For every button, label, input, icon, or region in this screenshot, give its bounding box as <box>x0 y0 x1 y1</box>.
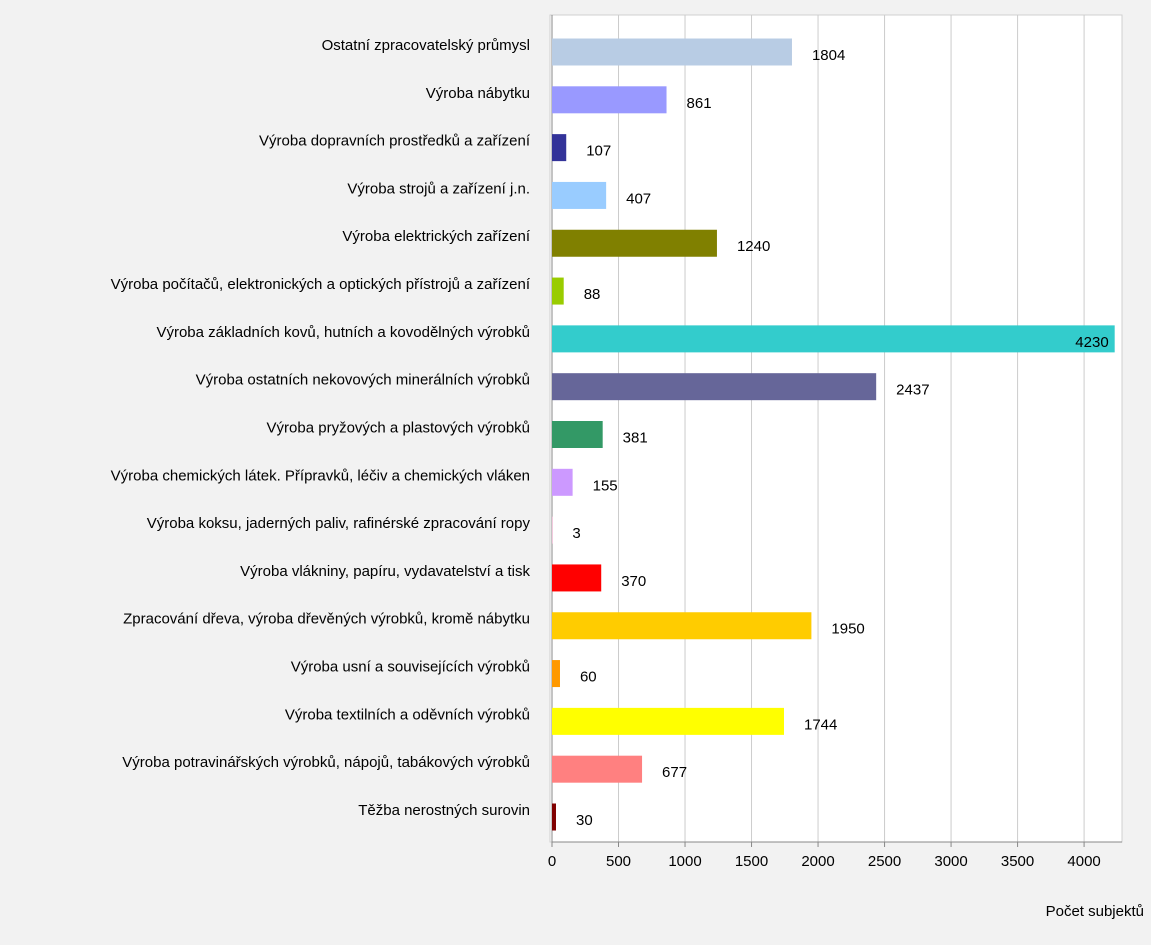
x-tick-label: 2000 <box>801 853 834 870</box>
bar <box>552 803 556 831</box>
value-label: 370 <box>621 573 646 590</box>
value-label: 1804 <box>812 47 845 64</box>
y-tick-label: Zpracování dřeva, výroba dřevěných výrob… <box>123 611 530 628</box>
y-tick-label: Výroba potravinářských výrobků, nápojů, … <box>122 754 530 771</box>
plot-area <box>549 14 1123 843</box>
value-label: 4230 <box>1075 334 1108 351</box>
value-label: 381 <box>623 429 648 446</box>
x-tick-label: 0 <box>548 853 556 870</box>
y-tick-label: Výroba pryžových a plastových výrobků <box>267 419 530 436</box>
y-tick-label: Výroba koksu, jaderných paliv, rafinérsk… <box>147 515 531 532</box>
x-tick-label: 3500 <box>1001 853 1034 870</box>
x-tick-label: 1000 <box>668 853 701 870</box>
y-tick-label: Výroba počítačů, elektronických a optick… <box>111 276 531 293</box>
bar <box>552 277 564 305</box>
bar <box>552 373 877 401</box>
value-label: 407 <box>626 190 651 207</box>
value-label: 2437 <box>896 382 929 399</box>
bar <box>552 229 717 257</box>
bar <box>552 707 784 735</box>
value-label: 155 <box>593 477 618 494</box>
y-tick-label: Výroba dopravních prostředků a zařízení <box>259 133 531 150</box>
y-tick-label: Výroba nábytku <box>426 85 530 102</box>
bar <box>552 325 1115 353</box>
bar <box>552 38 792 66</box>
y-tick-label: Výroba ostatních nekovových minerálních … <box>196 372 530 389</box>
value-label: 1240 <box>737 238 770 255</box>
y-tick-label: Výroba elektrických zařízení <box>342 228 530 245</box>
value-label: 30 <box>576 812 593 829</box>
bar <box>552 564 602 592</box>
bar <box>552 421 603 448</box>
bar <box>552 86 667 114</box>
bar <box>552 468 573 496</box>
y-tick-label: Výroba vlákniny, papíru, vydavatelství a… <box>240 563 530 580</box>
value-label: 88 <box>584 286 601 303</box>
x-tick-label: 1500 <box>735 853 768 870</box>
x-tick-label: 500 <box>606 853 631 870</box>
x-tick-label: 3000 <box>934 853 967 870</box>
y-tick-label: Výroba textilních a oděvních výrobků <box>285 706 530 723</box>
x-axis-label: Počet subjektů <box>1046 903 1144 920</box>
y-tick-label: Výroba usní a souvisejících výrobků <box>291 659 530 676</box>
bar <box>552 181 607 209</box>
bar <box>552 755 643 783</box>
bar <box>552 660 560 688</box>
y-tick-label: Ostatní zpracovatelský průmysl <box>322 37 530 54</box>
value-label: 677 <box>662 764 687 781</box>
y-tick-label: Těžba nerostných surovin <box>358 802 530 819</box>
y-tick-label: Výroba chemických látek. Přípravků, léči… <box>111 467 530 484</box>
value-label: 861 <box>687 95 712 112</box>
bar <box>552 612 812 640</box>
value-label: 107 <box>586 143 611 160</box>
value-label: 3 <box>572 525 580 542</box>
value-label: 60 <box>580 669 597 686</box>
value-label: 1744 <box>804 716 837 733</box>
x-tick-label: 4000 <box>1067 853 1100 870</box>
bar <box>552 134 567 162</box>
y-tick-label: Výroba strojů a zařízení j.n. <box>347 180 530 197</box>
value-label: 1950 <box>831 621 864 638</box>
x-tick-label: 2500 <box>868 853 901 870</box>
y-tick-label: Výroba základních kovů, hutních a kovodě… <box>156 324 530 341</box>
